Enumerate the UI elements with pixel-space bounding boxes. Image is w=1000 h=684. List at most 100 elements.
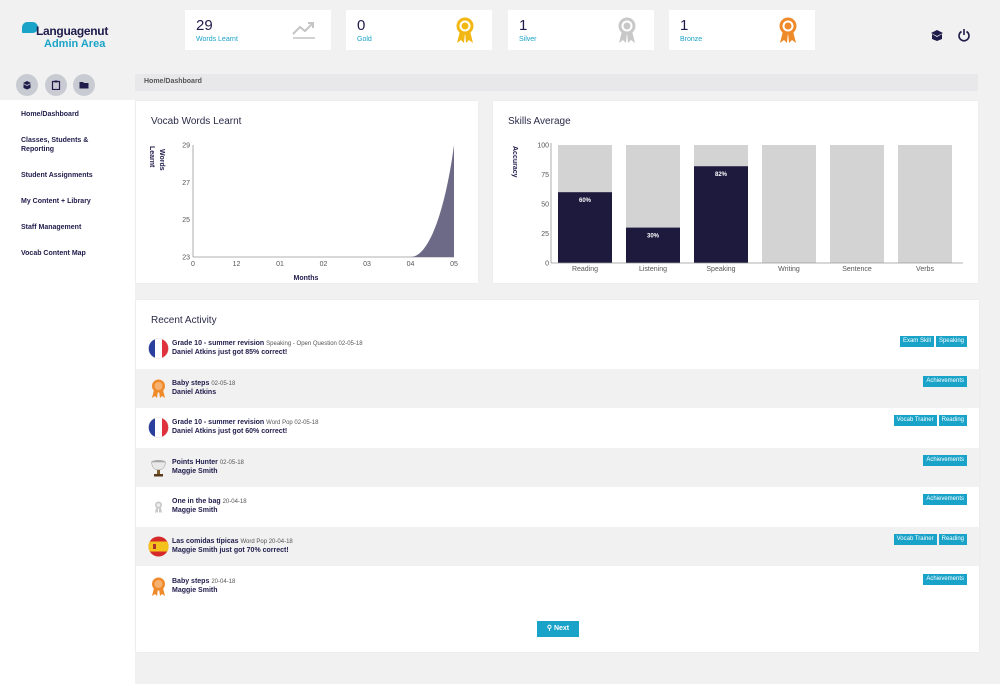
activity-line-1: Points Hunter 02-05-18 xyxy=(172,459,244,466)
stat-label: Bronze xyxy=(680,36,703,43)
activity-line-1: Baby steps 02-05-18 xyxy=(172,380,235,387)
activity-tag[interactable]: Exam Skill xyxy=(899,336,934,347)
book-icon[interactable] xyxy=(930,28,944,42)
stat-words-learnt: 29 Words Learnt xyxy=(185,10,331,50)
activity-line-2: Daniel Atkins just got 60% correct! xyxy=(172,428,288,436)
vocab-chart: Words Learnt 23 25 27 29 0 12 01 02 03 04 05 Mont… xyxy=(148,143,458,283)
sidebar-folder-button[interactable] xyxy=(73,74,95,96)
activity-tag[interactable]: Achievements xyxy=(923,573,967,585)
skills-ytick-label: 25 xyxy=(541,231,549,238)
skills-ytick-label: 75 xyxy=(541,172,549,179)
skills-category-label: Speaking xyxy=(706,266,735,273)
vocab-xtick-label: 04 xyxy=(407,261,415,268)
skills-bar-background xyxy=(830,145,884,263)
sidebar-item-home[interactable]: Home/Dashboard xyxy=(21,111,79,118)
stat-value: 0 xyxy=(357,17,366,34)
activity-tag[interactable]: Speaking xyxy=(935,336,967,347)
skills-bar-label: 30% xyxy=(647,234,660,240)
activity-tag[interactable]: Vocab Trainer xyxy=(893,415,937,427)
activity-tags: Vocab Trainer Reading xyxy=(893,415,967,427)
recent-activity-title: Recent Activity xyxy=(151,315,217,326)
vocab-ytick-label: 25 xyxy=(182,217,190,224)
vocab-xtick-label: 01 xyxy=(276,261,284,268)
skills-bar-label: 60% xyxy=(579,198,592,204)
stat-value: 29 xyxy=(196,17,213,34)
sidebar-book-button[interactable] xyxy=(16,74,38,96)
next-button-label: Next xyxy=(553,625,570,632)
spain-flag-icon xyxy=(148,536,169,557)
vocab-xtick-label: 12 xyxy=(233,261,241,268)
skills-bar[interactable] xyxy=(558,192,612,263)
vocab-ytick-label: 27 xyxy=(182,180,190,187)
sidebar-clipboard-button[interactable] xyxy=(45,74,67,96)
trend-icon xyxy=(292,22,315,39)
logo-bubble-icon xyxy=(22,22,38,33)
search-icon: ⚲ xyxy=(546,625,554,632)
activity-tag[interactable]: Achievements xyxy=(923,494,967,506)
activity-line-2: Maggie Smith xyxy=(172,507,218,515)
activity-title: Baby steps xyxy=(172,379,210,387)
stat-gold: 0 Gold xyxy=(346,10,492,50)
activity-tag[interactable]: Vocab Trainer xyxy=(893,534,937,545)
vocab-ylabel-1: Words xyxy=(158,149,165,171)
vocab-xtick-label: 05 xyxy=(450,261,458,268)
sidebar-item-staff[interactable]: Staff Management xyxy=(21,224,82,231)
skills-ytick-label: 100 xyxy=(537,143,549,150)
activity-row: Baby steps 20-04-18 Maggie Smith Achieveme… xyxy=(136,567,979,606)
activity-title: Grade 10 - summer revision xyxy=(172,419,265,427)
stat-label: Gold xyxy=(357,36,372,43)
bronze-medal-icon xyxy=(148,378,169,399)
skills-bar-background xyxy=(898,145,952,263)
skills-ylabel: Accuracy xyxy=(511,146,518,178)
activity-title: Baby steps xyxy=(172,577,210,585)
activity-line-2: Maggie Smith xyxy=(172,467,218,475)
activity-row: Grade 10 - summer revision Speaking - Op… xyxy=(136,329,979,368)
breadcrumb-bar: Home/Dashboard xyxy=(135,74,978,91)
activity-meta: 02-05-18 xyxy=(219,459,244,466)
activity-meta: 02-05-18 xyxy=(211,380,236,387)
activity-title: Points Hunter xyxy=(172,458,218,466)
vocab-chart-title: Vocab Words Learnt xyxy=(151,116,242,127)
sidebar-item-classes[interactable]: Classes, Students & Reporting xyxy=(21,137,89,153)
activity-title: One in the bag xyxy=(172,498,221,506)
gold-medal-icon xyxy=(456,17,474,43)
next-button[interactable]: ⚲ Next xyxy=(537,621,579,637)
stat-value: 1 xyxy=(680,17,689,34)
activity-line-2: Daniel Atkins xyxy=(172,388,217,396)
skills-category-label: Reading xyxy=(572,266,598,273)
activity-tag[interactable]: Reading xyxy=(938,534,967,545)
stat-label: Silver xyxy=(519,36,537,43)
recent-activity-panel: Recent Activity Grade 10 - summer revisi… xyxy=(136,300,979,652)
france-flag-icon xyxy=(148,417,169,438)
activity-line-1: Grade 10 - summer revision Word Pop 02-0… xyxy=(172,419,318,426)
skills-bar[interactable] xyxy=(626,227,680,263)
activity-line-2: Maggie Smith xyxy=(172,586,218,594)
activity-line-2: Maggie Smith just got 70% correct! xyxy=(172,547,289,554)
silver-medal-icon xyxy=(148,496,169,517)
activity-title: Grade 10 - summer revision xyxy=(172,340,265,347)
sidebar-item-assignments[interactable]: Student Assignments xyxy=(21,172,93,179)
activity-tag[interactable]: Reading xyxy=(938,415,967,427)
stat-value: 1 xyxy=(519,17,528,34)
logo-name: Languagenut xyxy=(36,24,109,38)
sidebar-item-content[interactable]: My Content + Library xyxy=(21,198,91,205)
skills-ytick-label: 50 xyxy=(541,202,549,209)
logo[interactable]: Languagenut Admin Area xyxy=(22,20,112,52)
sidebar: Home/Dashboard Classes, Students & Repor… xyxy=(0,100,135,684)
skills-bar[interactable] xyxy=(694,166,748,263)
vocab-xlabel: Months xyxy=(294,275,319,282)
trophy-icon xyxy=(148,457,169,478)
skills-bar-background xyxy=(762,145,816,263)
vocab-ytick-label: 23 xyxy=(182,255,190,262)
power-icon[interactable] xyxy=(957,28,971,42)
sidebar-item-vocab-map[interactable]: Vocab Content Map xyxy=(21,250,86,257)
activity-line-1: Grade 10 - summer revision Speaking - Op… xyxy=(172,340,363,347)
stat-silver: 1 Silver xyxy=(508,10,654,50)
breadcrumb[interactable]: Home/Dashboard xyxy=(144,78,202,85)
activity-row: Points Hunter 02-05-18 Maggie Smith Achiev… xyxy=(136,447,979,487)
vocab-ylabel-2: Learnt xyxy=(148,146,155,168)
activity-tag[interactable]: Achievements xyxy=(923,375,967,387)
activity-meta: 20-04-18 xyxy=(211,578,236,585)
skills-ytick-label: 0 xyxy=(545,261,549,268)
activity-tag[interactable]: Achievements xyxy=(923,454,967,466)
